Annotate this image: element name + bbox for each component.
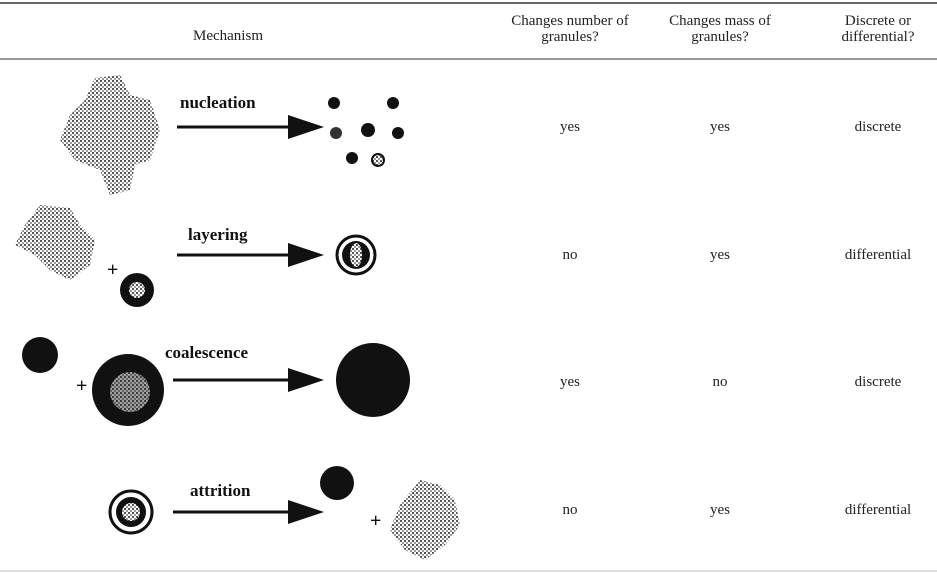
table-cell: no (712, 374, 728, 390)
table-cell: yes (710, 502, 730, 518)
table-cell: yes (560, 119, 580, 135)
mechanism-label: attrition (190, 481, 251, 500)
column-header: Discrete or differential? (841, 13, 915, 45)
mechanism-label: nucleation (180, 93, 256, 112)
nucleation-illustration: nucleation (60, 75, 404, 195)
table-cell: no (562, 247, 578, 263)
layering-illustration: + layering (15, 205, 377, 307)
column-header: Mechanism (193, 28, 263, 44)
mechanism-label: layering (188, 225, 248, 244)
table-cell: differential (844, 502, 912, 518)
table-cell: yes (560, 374, 580, 390)
column-header: Changes number of granules? (511, 13, 629, 45)
table-cell: discrete (854, 374, 902, 390)
table-cell: yes (710, 247, 730, 263)
plus: + (370, 510, 381, 532)
table-cell: discrete (854, 119, 902, 135)
plus: + (107, 259, 118, 281)
coalescence-illustration: + coalescence (22, 337, 410, 426)
plus: + (76, 375, 87, 397)
table-cell: no (562, 502, 578, 518)
column-header: Changes mass of granules? (669, 13, 771, 45)
attrition-illustration: attrition + (108, 466, 460, 560)
mechanism-label: coalescence (165, 343, 249, 362)
table-cell: yes (710, 119, 730, 135)
table-cell: differential (844, 247, 912, 263)
